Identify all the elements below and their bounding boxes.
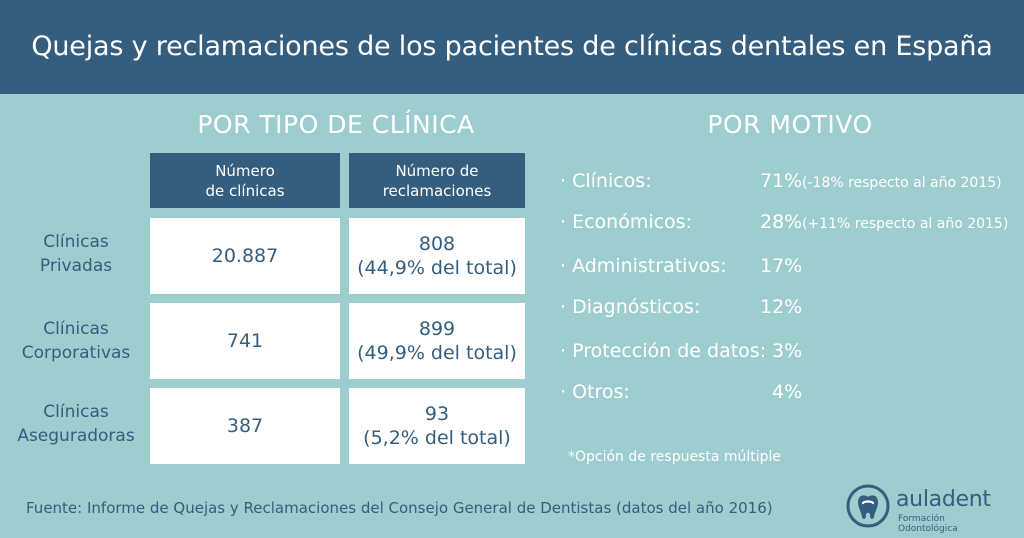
motivo-value: 17%: [760, 255, 803, 277]
motivo-label: · Diagnósticos:: [560, 296, 701, 318]
tooth-logo-icon: [846, 484, 890, 528]
cell-clinicas-aseguradoras: 387: [150, 388, 340, 464]
motivo-label: · Otros:: [560, 381, 630, 403]
cell-reclamaciones-privadas: 808 (44,9% del total): [349, 218, 525, 294]
column-header-clinicas: Número de clínicas: [150, 153, 340, 208]
motivo-value: 28%: [760, 211, 803, 233]
cell-reclamaciones-aseguradoras: 93 (5,2% del total): [349, 388, 525, 464]
row-label-corporativas: Clínicas Corporativas: [21, 319, 131, 363]
motivo-value: 4%: [772, 381, 803, 403]
logo-tagline: Formación Odontológica: [898, 514, 958, 534]
motivo-label: · Clínicos:: [560, 170, 652, 192]
row-label-privadas: Clínicas Privadas: [39, 232, 113, 276]
cell-reclamaciones-corporativas: 899 (49,9% del total): [349, 303, 525, 379]
section-title-tipo: POR TIPO DE CLÍNICA: [197, 110, 475, 139]
motivo-value: 71%: [760, 170, 803, 192]
footnote: *Opción de respuesta múltiple: [568, 449, 782, 465]
header-bar: [0, 0, 1024, 94]
source-footer: Fuente: Informe de Quejas y Reclamacione…: [26, 499, 773, 517]
cell-clinicas-privadas: 20.887: [150, 218, 340, 294]
motivo-note: (-18% respecto al año 2015): [802, 175, 1002, 191]
motivo-label: · Protección de datos:: [560, 340, 767, 362]
motivo-label: · Administrativos:: [560, 255, 727, 277]
row-label-aseguradoras: Clínicas Aseguradoras: [17, 402, 135, 446]
logo-name: auladent: [896, 487, 991, 512]
column-header-reclamaciones: Número de reclamaciones: [349, 153, 525, 208]
motivo-note: (+11% respecto al año 2015): [802, 216, 1009, 232]
motivo-label: · Económicos:: [560, 211, 692, 233]
cell-clinicas-corporativas: 741: [150, 303, 340, 379]
section-title-motivo: POR MOTIVO: [707, 110, 873, 139]
motivo-value: 12%: [760, 296, 803, 318]
page-title: Quejas y reclamaciones de los pacientes …: [31, 31, 993, 62]
auladent-logo: auladent Formación Odontológica: [846, 484, 1006, 534]
motivo-value: 3%: [772, 340, 803, 362]
